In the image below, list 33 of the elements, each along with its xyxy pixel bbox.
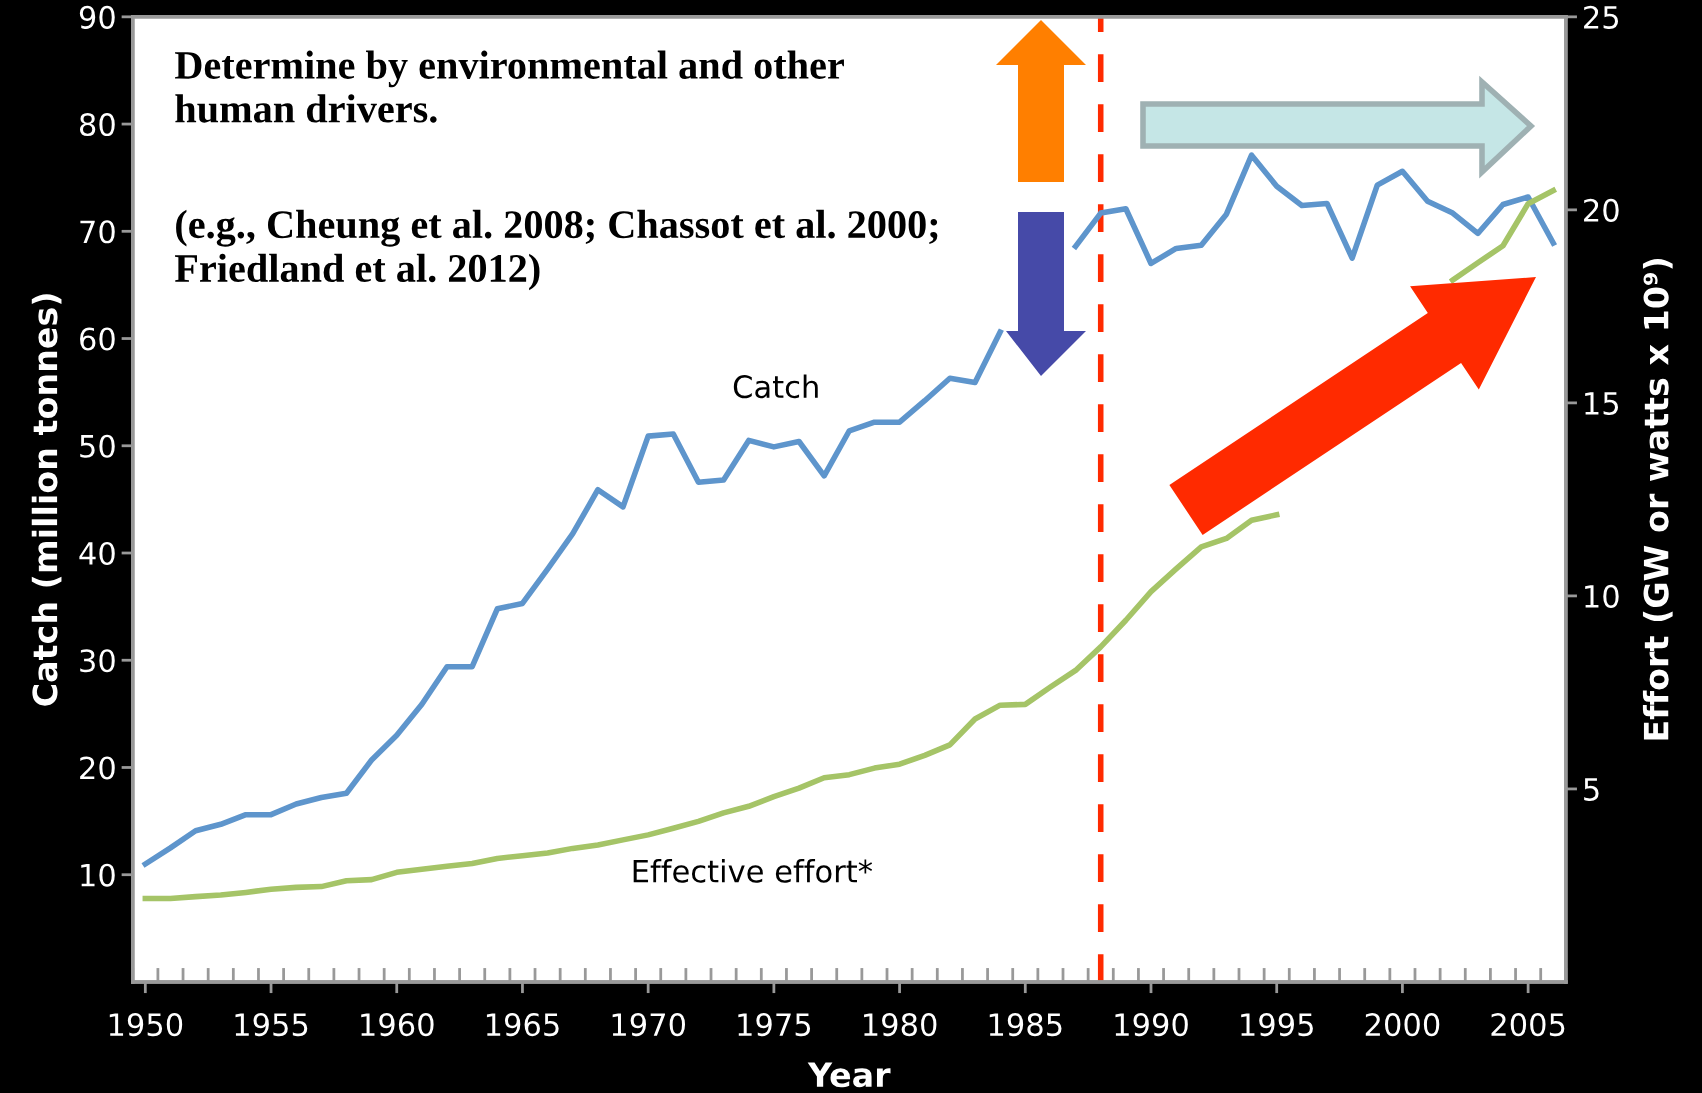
y-tick-label: 90 [79, 5, 115, 29]
x-tick-label: 1975 [738, 1013, 811, 1037]
x-tick-label: 2005 [1491, 1013, 1565, 1037]
x-tick-label: 1980 [864, 1013, 937, 1037]
y-tick-label: 30 [80, 649, 115, 673]
y2-tick-label: 15 [1585, 392, 1619, 415]
x-tick-label: 1990 [1115, 1013, 1188, 1037]
annotation: Determine by environmental and other human drivers. [175, 50, 844, 123]
y-axis-title: Catch (million tonnes) [31, 294, 62, 706]
annotation: (e.g., Cheung et al. 2008; Chassot et al. 2000; Friedland et al. 2012) [175, 209, 938, 291]
y2-tick-label: 20 [1584, 198, 1619, 222]
x-tick-label: 1965 [486, 1013, 559, 1037]
y-tick-label: 80 [79, 113, 115, 137]
y-tick-label: 40 [79, 541, 115, 566]
y-tick-label: 60 [80, 327, 115, 351]
y2-axis-title: Effort (GW or watts x 10⁹) [1642, 259, 1673, 740]
y-tick-label: 10 [81, 863, 115, 887]
x-tick-label: 1970 [612, 1013, 686, 1037]
y-tick-label: 20 [80, 756, 115, 780]
x-tick-label: 1985 [989, 1013, 1062, 1037]
x-axis-title: Year [807, 1062, 891, 1088]
x-tick-label: 2000 [1365, 1013, 1440, 1037]
x-tick-label: 1955 [235, 1013, 308, 1037]
x-tick-label: 1995 [1241, 1013, 1313, 1037]
series-label: Effective effort* [633, 859, 873, 883]
y2-tick-label: 10 [1585, 584, 1619, 608]
series-label: Catch [733, 374, 818, 399]
y2-tick-label: 25 [1584, 5, 1619, 29]
y-tick-label: 70 [80, 220, 115, 244]
y2-tick-label: 5 [1584, 778, 1599, 801]
x-tick-label: 1960 [361, 1013, 434, 1037]
x-tick-label: 1950 [109, 1013, 183, 1037]
y-tick-label: 50 [80, 434, 115, 458]
